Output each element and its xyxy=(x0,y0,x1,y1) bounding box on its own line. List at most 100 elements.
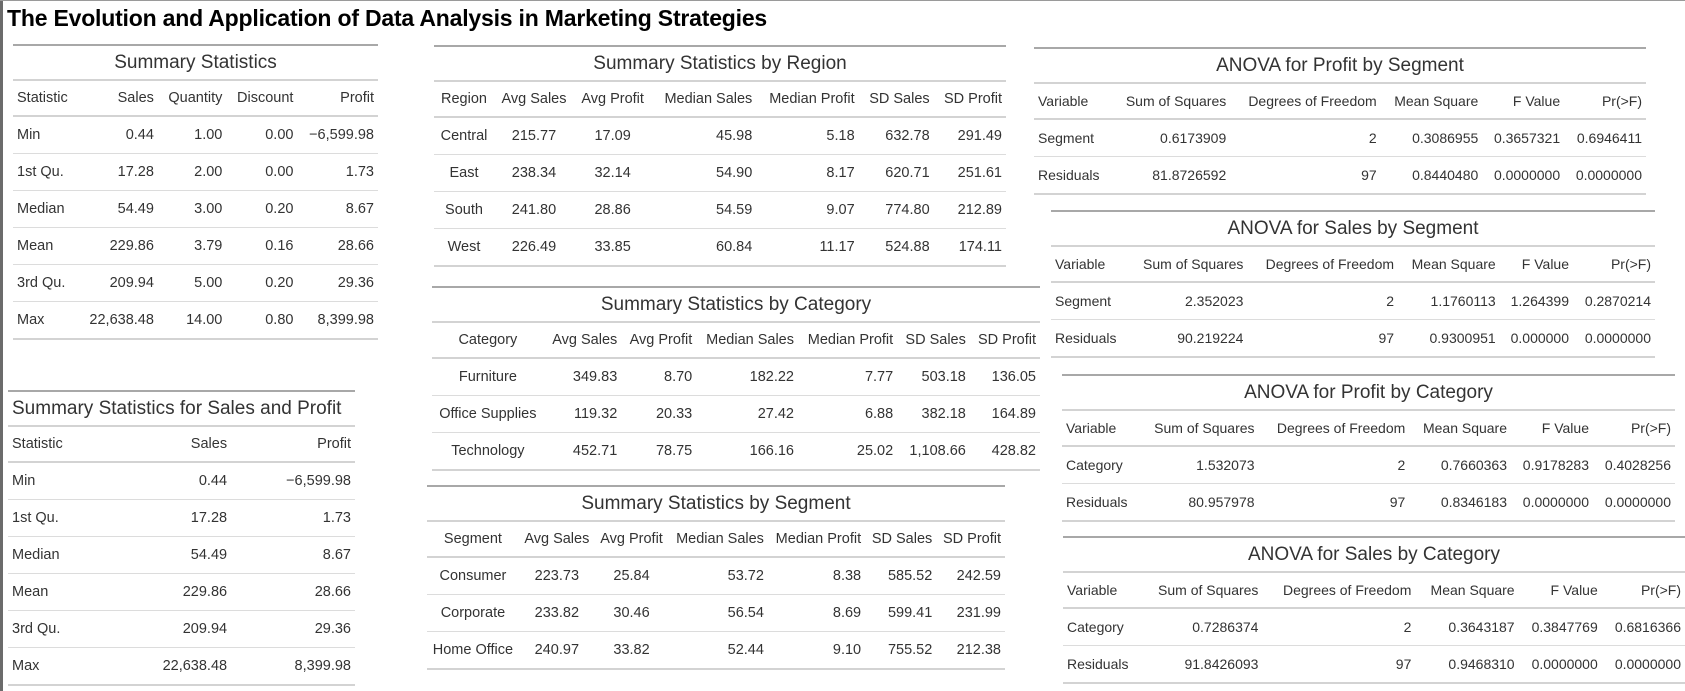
header-row: Statistic Sales Quantity Discount Profit xyxy=(13,81,378,117)
row-label: Max xyxy=(13,301,78,340)
column-header: Variable xyxy=(1051,247,1128,283)
table-row: Residuals 91.8426093 97 0.9468310 0.0000000 0… xyxy=(1063,645,1685,684)
header-row: Variable Sum of Squares Degrees of Freedom… xyxy=(1062,411,1675,447)
header-row: Variable Sum of Squares Degrees of Freedom… xyxy=(1051,247,1655,283)
table-row: 3rd Qu. 209.94 29.36 xyxy=(8,610,355,648)
table-cell: 1,108.66 xyxy=(897,432,970,471)
page-title: The Evolution and Application of Data An… xyxy=(7,5,768,31)
table-cell: 182.22 xyxy=(696,358,798,396)
table-cell: 231.99 xyxy=(936,594,1005,632)
table-cell: 0.3847769 xyxy=(1518,608,1602,646)
table-row: Min 0.44 −6,599.98 xyxy=(8,462,355,500)
table-cell: 209.94 xyxy=(107,610,232,648)
table-row: Segment 0.6173909 2 0.3086955 0.3657321 0.694… xyxy=(1034,119,1646,157)
table-cell: 585.52 xyxy=(865,557,937,595)
table-cell: 0.16 xyxy=(226,227,298,265)
table-cell: 238.34 xyxy=(493,154,574,192)
table-cell: 1.1760113 xyxy=(1398,282,1500,320)
row-label: East xyxy=(434,154,494,192)
table-cell: 28.86 xyxy=(573,191,652,229)
table-cell: 80.957978 xyxy=(1138,483,1259,522)
header-row: Variable Sum of Squares Degrees of Freedom… xyxy=(1034,84,1646,120)
table-cell: 25.84 xyxy=(594,557,669,595)
column-header: Variable xyxy=(1034,84,1111,120)
table-cell: 428.82 xyxy=(969,432,1040,471)
summary-statistics-table: Summary Statistics Statistic Sales Quantity… xyxy=(13,44,378,340)
column-header: Avg Sales xyxy=(543,323,622,359)
row-label: Consumer xyxy=(427,557,519,595)
table-cell: 8.38 xyxy=(767,557,866,595)
table-cell: 382.18 xyxy=(897,395,970,433)
table-row: Furniture 349.83 8.70 182.22 7.77 503.18 136.0… xyxy=(432,358,1040,396)
table-cell: 9.07 xyxy=(756,191,859,229)
table-row: Median 54.49 3.00 0.20 8.67 xyxy=(13,190,378,228)
table-cell: 8.70 xyxy=(621,358,697,396)
table-row: 1st Qu. 17.28 1.73 xyxy=(8,499,355,537)
row-label: Max xyxy=(8,647,108,686)
summary-by-region-table: Summary Statistics by Region Region Avg Sa… xyxy=(434,45,1006,267)
column-header: F Value xyxy=(1482,84,1565,120)
row-label: Central xyxy=(434,117,494,155)
row-label: Mean xyxy=(13,227,78,265)
table-row: Category 0.7286374 2 0.3643187 0.3847769 0.68… xyxy=(1063,608,1685,646)
table-cell: 8.69 xyxy=(767,594,866,632)
table-cell: 33.82 xyxy=(594,631,669,670)
table-cell: 242.59 xyxy=(936,557,1005,595)
column-header: Statistic xyxy=(8,427,108,463)
column-header: Degrees of Freedom xyxy=(1230,84,1381,120)
column-header: Pr(>F) xyxy=(1573,247,1655,283)
table-cell: 3.00 xyxy=(157,190,227,228)
table-cell: 1.73 xyxy=(297,153,378,191)
table-row: Median 54.49 8.67 xyxy=(8,536,355,574)
table-row: Segment 2.352023 2 1.1760113 1.264399 0.28702… xyxy=(1051,282,1655,320)
window-left-border xyxy=(0,1,3,691)
table-cell: 7.77 xyxy=(798,358,898,396)
table-cell: 97 xyxy=(1230,156,1381,195)
table-cell: 0.000000 xyxy=(1499,319,1574,358)
column-header: SD Sales xyxy=(865,522,937,558)
table-cell: 0.6946411 xyxy=(1564,119,1646,157)
row-label: Home Office xyxy=(427,631,519,670)
row-label: Residuals xyxy=(1062,483,1139,522)
column-header: Sum of Squares xyxy=(1138,411,1259,447)
row-label: Office Supplies xyxy=(432,395,544,433)
header-row: Category Avg Sales Avg Profit Median Sales M… xyxy=(432,323,1040,359)
header-row: Variable Sum of Squares Degrees of Freedom… xyxy=(1063,573,1685,609)
table-caption: Summary Statistics for Sales and Profit xyxy=(8,392,355,427)
stats-table: Summary Statistics by Region Region Avg Sa… xyxy=(434,47,1006,267)
table-cell: 0.3086955 xyxy=(1380,119,1483,157)
table-cell: 8,399.98 xyxy=(231,647,355,686)
table-cell: 6.88 xyxy=(798,395,898,433)
table-cell: 8.67 xyxy=(297,190,378,228)
table-caption: ANOVA for Sales by Segment xyxy=(1051,212,1655,247)
anova-profit-by-segment-table: ANOVA for Profit by Segment Variable Sum o… xyxy=(1034,47,1646,195)
row-label: Technology xyxy=(432,432,544,471)
table-row: Home Office 240.97 33.82 52.44 9.10 755.52 212… xyxy=(427,631,1005,670)
table-caption: Summary Statistics by Segment xyxy=(427,487,1005,522)
header-row: Region Avg Sales Avg Profit Median Sales Med… xyxy=(434,82,1006,118)
table-cell: 240.97 xyxy=(518,631,595,670)
table-cell: 29.36 xyxy=(297,264,378,302)
table-cell: 632.78 xyxy=(858,117,934,155)
anova-profit-by-category-table: ANOVA for Profit by Category Variable Sum … xyxy=(1062,374,1675,522)
column-header: SD Profit xyxy=(933,82,1006,118)
column-header: Degrees of Freedom xyxy=(1262,573,1416,609)
table-cell: −6,599.98 xyxy=(297,116,378,154)
table-cell: 503.18 xyxy=(897,358,970,396)
table-cell: 0.20 xyxy=(226,264,298,302)
table-row: Residuals 90.219224 97 0.9300951 0.000000 0.0… xyxy=(1051,319,1655,358)
table-cell: 0.6816366 xyxy=(1601,608,1685,646)
table-cell: 0.0000000 xyxy=(1601,645,1685,684)
table-cell: 3.79 xyxy=(157,227,227,265)
column-header: F Value xyxy=(1499,247,1574,283)
table-cell: 32.14 xyxy=(573,154,652,192)
table-cell: 0.7286374 xyxy=(1140,608,1263,646)
column-header: Sum of Squares xyxy=(1110,84,1231,120)
column-header: Avg Profit xyxy=(594,522,669,558)
column-header: Sum of Squares xyxy=(1140,573,1263,609)
table-cell: 251.61 xyxy=(933,154,1006,192)
table-row: Residuals 80.957978 97 0.8346183 0.0000000 0.… xyxy=(1062,483,1675,522)
table-cell: 0.9300951 xyxy=(1398,319,1500,358)
table-cell: 22,638.48 xyxy=(107,647,232,686)
column-header: Profit xyxy=(297,81,378,117)
